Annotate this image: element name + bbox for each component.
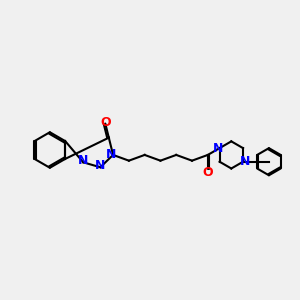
Text: O: O [101, 116, 111, 129]
Text: N: N [95, 159, 106, 172]
Text: N: N [239, 155, 250, 168]
Text: O: O [202, 166, 213, 179]
Text: N: N [78, 154, 88, 167]
Text: N: N [213, 142, 223, 154]
Text: N: N [106, 148, 117, 161]
